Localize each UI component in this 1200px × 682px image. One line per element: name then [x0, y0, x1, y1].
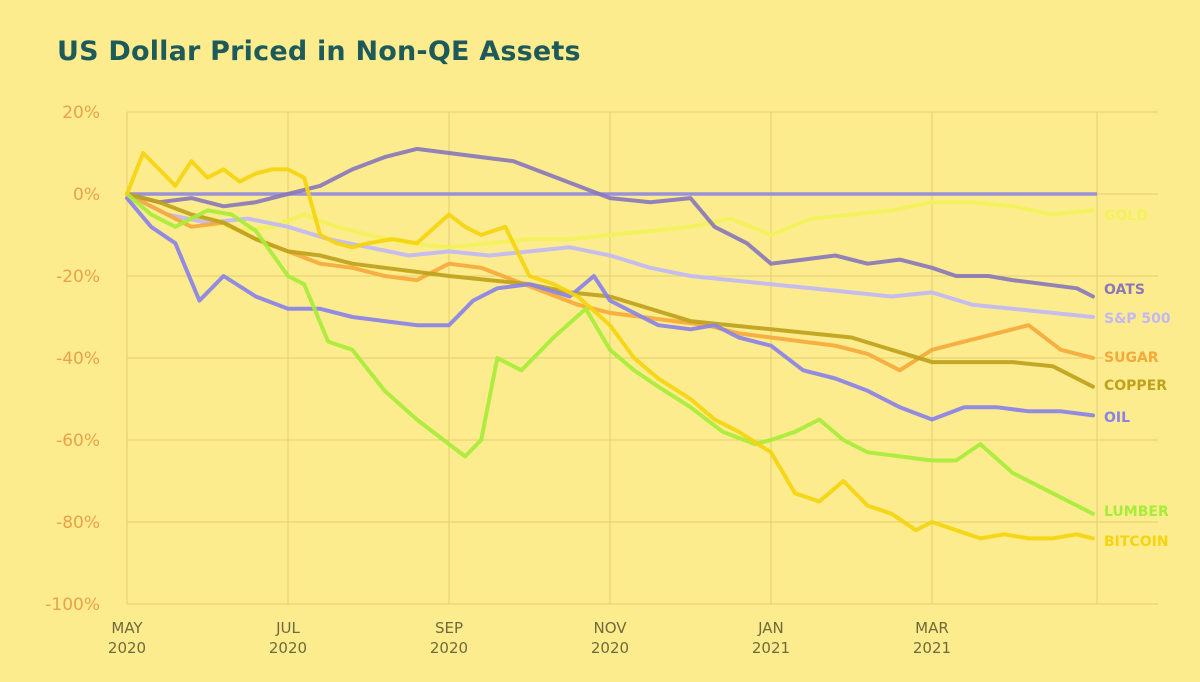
series-end-label: OATS	[1104, 282, 1145, 298]
x-tick-month: MAY	[111, 619, 143, 637]
x-tick-year: 2021	[913, 639, 951, 657]
series-end-label: GOLD	[1104, 208, 1148, 224]
x-tick-month: NOV	[593, 619, 627, 637]
y-tick-label: 0%	[73, 185, 100, 205]
series-line-oats	[125, 146, 1095, 299]
y-tick-label: 20%	[62, 103, 100, 123]
x-tick-month: MAR	[915, 619, 949, 637]
x-tick-month: JAN	[757, 619, 784, 637]
y-tick-label: -100%	[45, 595, 100, 615]
series-line-oil	[125, 196, 1095, 422]
x-tick-year: 2021	[752, 639, 790, 657]
y-tick-label: -20%	[56, 267, 100, 287]
series-end-label: COPPER	[1104, 378, 1167, 394]
x-tick-month: SEP	[435, 619, 463, 637]
series-end-label: SUGAR	[1104, 350, 1159, 366]
y-tick-label: -80%	[56, 513, 100, 533]
series-end-label: OIL	[1104, 410, 1130, 426]
series-end-label: S&P 500	[1104, 311, 1171, 327]
x-tick-year: 2020	[591, 639, 629, 657]
y-tick-label: -40%	[56, 349, 100, 369]
series-line-s-p-500	[125, 192, 1095, 319]
x-tick-year: 2020	[108, 639, 146, 657]
series-end-label: LUMBER	[1104, 504, 1169, 520]
x-axis-ticks: MAY 2020 JUL 2020 SEP 2020 NOV 2020 JAN 2021 MAR 20…	[108, 619, 951, 657]
series-lines	[125, 146, 1097, 541]
x-tick-year: 2020	[430, 639, 468, 657]
y-tick-label: -60%	[56, 431, 100, 451]
series-end-label: BITCOIN	[1104, 534, 1169, 550]
series-line-bitcoin	[125, 151, 1095, 541]
y-axis-ticks: 20% 0% -20% -40% -60% -80% -100%	[45, 103, 100, 615]
series-end-labels: GOLD OATS S&P 500 SUGAR COPPER OIL LUMBER BITCO…	[1103, 207, 1173, 552]
x-tick-month: JUL	[275, 619, 300, 637]
chart-title: US Dollar Priced in Non-QE Assets	[57, 36, 581, 67]
grid-lines	[126, 111, 1158, 605]
x-tick-year: 2020	[269, 639, 307, 657]
series-line-lumber	[125, 192, 1095, 516]
